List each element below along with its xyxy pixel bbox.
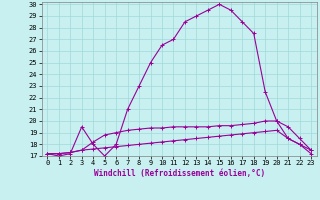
X-axis label: Windchill (Refroidissement éolien,°C): Windchill (Refroidissement éolien,°C) xyxy=(94,169,265,178)
